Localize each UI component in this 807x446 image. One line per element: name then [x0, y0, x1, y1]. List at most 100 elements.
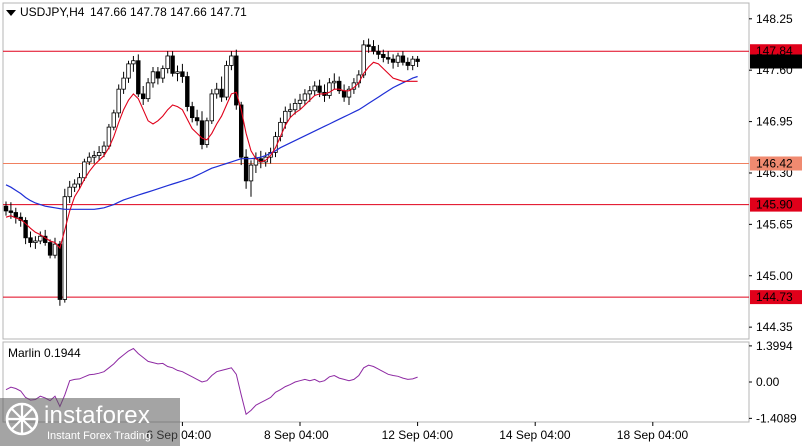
bull-candle-body [395, 55, 401, 63]
time-tick-label: 18 Sep 04:00 [617, 428, 689, 442]
candle [180, 63, 185, 83]
bull-candle-body [160, 68, 165, 79]
bull-candle-body [209, 93, 214, 122]
bull-candle-body [327, 82, 332, 96]
current-price-label-bg [750, 54, 802, 69]
bull-candle-body [302, 93, 308, 101]
price-tick-label: 145.00 [756, 269, 793, 283]
candle [126, 60, 131, 83]
candle [57, 240, 63, 306]
bull-candle-body [248, 164, 254, 182]
candle [131, 55, 136, 72]
oscillator-axis: 1.3994 0.00 -1.4089 [749, 339, 797, 425]
bull-candle-body [332, 80, 337, 84]
time-tick-label: 12 Sep 04:00 [382, 428, 454, 442]
bull-candle-body [165, 55, 170, 70]
bear-candle-body [3, 205, 9, 212]
bull-candle-body [145, 82, 151, 100]
instaforex-logo-icon [5, 402, 39, 436]
oscillator-tick-label: 1.3994 [756, 339, 793, 353]
candle [67, 180, 72, 204]
collapse-triangle-icon[interactable] [6, 10, 16, 16]
current-price-label: 147.71 [756, 55, 793, 69]
candle [38, 231, 43, 245]
bear-candle-body [366, 44, 371, 47]
oscillator-title: Marlin 0.1944 [8, 346, 81, 360]
candle [366, 38, 371, 53]
bear-candle-body [136, 60, 141, 95]
time-tick-label: 8 Sep 04:00 [264, 428, 329, 442]
bull-candle-body [67, 186, 72, 198]
candle [327, 78, 332, 99]
bull-candle-body [312, 85, 317, 92]
oscillator-tick-label: 0.00 [756, 375, 780, 389]
logo-brand-name: instaforex [44, 402, 151, 429]
bull-candle-body [410, 58, 415, 66]
bear-candle-body [140, 93, 146, 100]
bear-candle-body [8, 210, 14, 213]
candle [175, 65, 180, 82]
level-price-label-bg [750, 290, 802, 305]
horizontal-levels [3, 50, 749, 298]
candle [3, 201, 9, 216]
candle [111, 109, 116, 131]
bull-candle-body [131, 60, 136, 65]
bull-candle-body [121, 77, 126, 90]
ohlc-readout: 147.66 147.78 147.66 147.71 [90, 5, 247, 19]
candle [371, 40, 376, 55]
price-tick-label: 145.65 [756, 217, 793, 231]
price-panel-frame [2, 2, 750, 340]
bear-candle-body [243, 156, 249, 182]
bull-candle-body [33, 240, 38, 243]
candle [361, 40, 366, 79]
bull-candle-body [214, 88, 219, 95]
candle [219, 76, 224, 102]
bear-candle-body [57, 243, 63, 300]
bear-candle-body [376, 50, 381, 55]
candle [150, 67, 156, 88]
bull-candle-body [175, 71, 180, 74]
candle [72, 179, 77, 192]
candle [155, 67, 161, 85]
candle [28, 231, 33, 248]
bear-candle-body [341, 90, 347, 98]
bull-candle-body [287, 109, 293, 112]
candle [332, 73, 337, 90]
candle [209, 89, 214, 124]
bull-candle-body [82, 161, 87, 179]
candle [189, 101, 195, 123]
candle [263, 152, 268, 167]
bull-candle-body [87, 156, 92, 163]
candle [224, 60, 229, 101]
candle [248, 160, 254, 197]
bull-candle-body [116, 88, 121, 114]
candle [82, 158, 87, 181]
bull-candle-body [297, 99, 303, 104]
bull-candle-body [307, 90, 312, 95]
candle [106, 123, 112, 150]
bear-candle-body [28, 237, 33, 243]
candle [170, 51, 175, 77]
level-price-label: 146.42 [756, 156, 793, 170]
candle [292, 98, 298, 115]
bull-candle-body [62, 196, 67, 300]
bear-candle-body [13, 212, 18, 218]
bear-candle-body [219, 88, 224, 98]
candle [287, 103, 293, 118]
bull-candle-body [224, 65, 229, 98]
bull-candle-body [96, 152, 102, 156]
candle [199, 111, 205, 150]
bear-candle-body [238, 104, 244, 158]
bull-candle-body [204, 120, 210, 145]
bull-candle-body [150, 71, 156, 84]
candle [145, 78, 151, 102]
bull-candle-body [52, 243, 58, 256]
bear-candle-body [381, 53, 386, 58]
candle [194, 109, 200, 126]
bull-candle-body [346, 88, 352, 98]
bear-candle-body [47, 242, 53, 256]
level-price-label-bg [750, 197, 802, 212]
candle [214, 82, 219, 99]
bear-candle-body [371, 46, 376, 52]
